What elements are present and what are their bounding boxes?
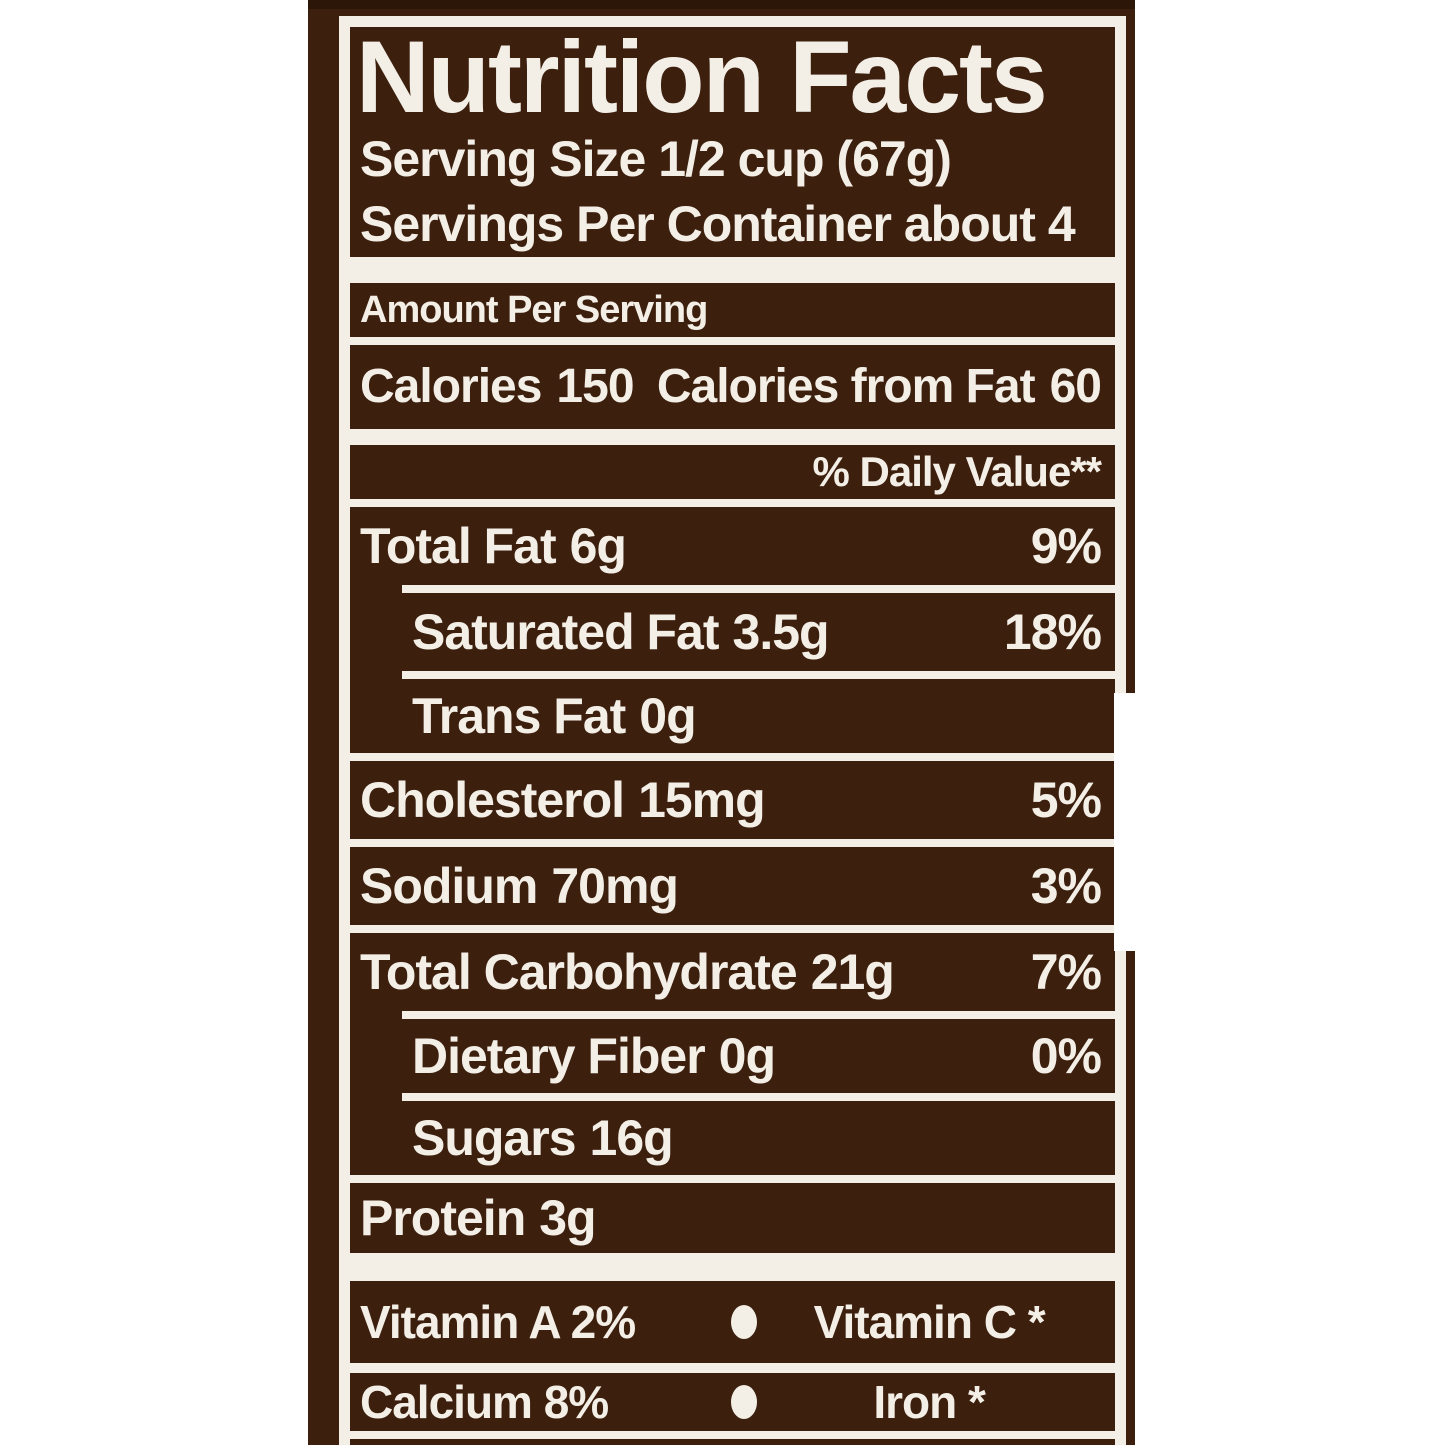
nutrient-amount: 3g — [539, 1190, 596, 1246]
calories-from-fat-value: 60 — [1049, 360, 1102, 413]
separator-rule — [350, 1175, 1115, 1183]
micronutrient-row-minerals: Calcium 8% Iron * — [350, 1373, 1115, 1431]
calories-group: Calories 150 — [360, 360, 635, 413]
nutrient-name: Sugars — [412, 1110, 577, 1166]
nutrient-daily-value: 18% — [1003, 604, 1102, 660]
vitamin-a-text: Vitamin A 2% — [360, 1296, 636, 1348]
separator-rule-indented — [402, 1011, 1115, 1019]
nutrient-amount: 16g — [589, 1110, 674, 1166]
separator-rule — [350, 839, 1115, 847]
nutrient-name: Cholesterol — [360, 772, 625, 828]
section-divider — [350, 429, 1115, 445]
nutrient-amount: 3.5g — [732, 604, 830, 660]
nutrient-row-cholesterol: Cholesterol 15mg 5% — [350, 761, 1115, 839]
calories-value: 150 — [556, 360, 634, 413]
nutrient-name: Saturated Fat — [412, 604, 720, 660]
calories-label: Calories — [360, 360, 542, 413]
nutrient-amount: 70mg — [551, 858, 679, 914]
calories-row: Calories 150 Calories from Fat 60 — [350, 345, 1115, 429]
nutrient-row-sugars: Sugars 16g — [350, 1101, 1115, 1175]
separator-rule — [350, 1363, 1115, 1373]
nutrient-amount: 0g — [718, 1028, 776, 1084]
separator-rule — [350, 337, 1115, 345]
separator-rule — [350, 925, 1115, 933]
nutrient-row-protein: Protein 3g — [350, 1183, 1115, 1253]
daily-value-header: % Daily Value** — [812, 448, 1103, 495]
iron-text: Iron * — [873, 1376, 986, 1428]
amount-per-serving-header: Amount Per Serving — [360, 289, 708, 331]
nutrition-facts-label: Nutrition Facts Serving Size 1/2 cup (67… — [308, 0, 1158, 1445]
nutrient-row-dietary-fiber: Dietary Fiber 0g 0% — [350, 1019, 1115, 1093]
nutrient-row-total-carbohydrate: Total Carbohydrate 21g 7% — [350, 933, 1115, 1011]
label-title: Nutrition Facts — [356, 20, 1048, 134]
vitamin-c-text: Vitamin C * — [813, 1296, 1046, 1348]
nutrient-amount: 6g — [569, 518, 627, 574]
label-right-crop-artifact — [1114, 693, 1158, 951]
bullet-icon — [731, 1305, 758, 1339]
nutrient-row-total-fat: Total Fat 6g 9% — [350, 507, 1115, 585]
nutrient-daily-value: 9% — [1030, 518, 1102, 574]
nutrient-daily-value: 7% — [1030, 944, 1102, 1000]
calories-from-fat-label: Calories from Fat — [656, 360, 1036, 413]
separator-rule — [350, 1431, 1115, 1439]
bullet-icon — [731, 1385, 758, 1419]
separator-rule — [350, 753, 1115, 761]
separator-rule-indented — [402, 671, 1115, 679]
nutrient-name: Dietary Fiber — [412, 1028, 706, 1084]
nutrient-daily-value: 5% — [1030, 772, 1102, 828]
separator-rule-indented — [402, 585, 1115, 593]
nutrient-amount: 21g — [810, 944, 895, 1000]
nutrient-daily-value: 0% — [1030, 1028, 1102, 1084]
servings-per-container-text: Servings Per Container about 4 — [360, 196, 1076, 252]
nutrient-amount: 15mg — [638, 772, 766, 828]
separator-rule-indented — [402, 1093, 1115, 1101]
nutrient-name: Trans Fat — [412, 688, 626, 744]
nutrient-row-saturated-fat: Saturated Fat 3.5g 18% — [350, 593, 1115, 671]
nutrient-row-trans-fat: Trans Fat 0g — [350, 679, 1115, 753]
calories-from-fat-group: Calories from Fat 60 — [656, 360, 1102, 413]
section-divider — [350, 257, 1115, 283]
nutrient-name: Total Carbohydrate — [360, 944, 798, 1000]
nutrient-amount: 0g — [639, 688, 696, 744]
nutrient-name: Protein — [360, 1190, 526, 1246]
micronutrient-row-vitamins: Vitamin A 2% Vitamin C * — [350, 1281, 1115, 1363]
separator-rule — [350, 499, 1115, 507]
nutrient-name: Sodium — [360, 858, 538, 914]
nutrient-daily-value: 3% — [1030, 858, 1102, 914]
serving-size-text: Serving Size 1/2 cup (67g) — [360, 131, 952, 187]
section-divider — [350, 1253, 1115, 1281]
label-content: Nutrition Facts Serving Size 1/2 cup (67… — [350, 20, 1115, 1445]
calcium-text: Calcium 8% — [360, 1376, 609, 1428]
nutrient-name: Total Fat — [360, 518, 557, 574]
nutrient-row-sodium: Sodium 70mg 3% — [350, 847, 1115, 925]
label-top-edge — [308, 0, 1135, 9]
